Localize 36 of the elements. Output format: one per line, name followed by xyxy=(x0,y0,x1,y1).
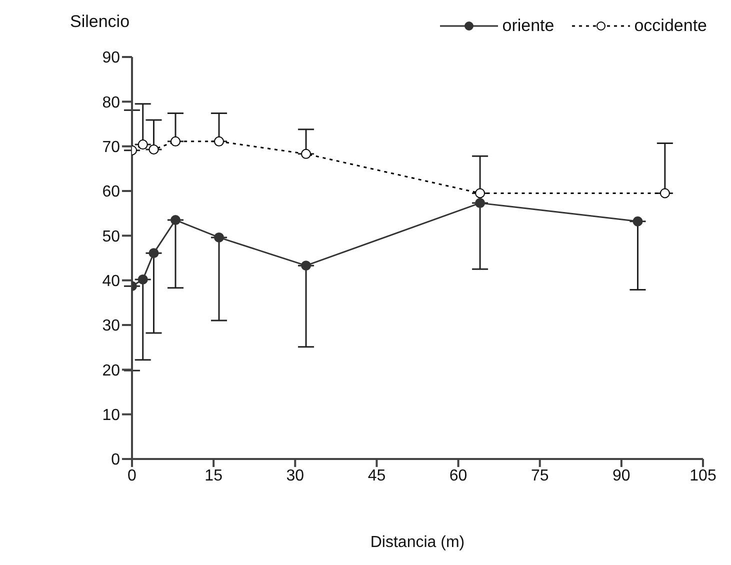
point xyxy=(148,144,159,154)
y-tick-label: 50 xyxy=(102,228,120,246)
x-axis-title: Distancia (m) xyxy=(370,534,465,551)
x-tick-label: 105 xyxy=(690,467,716,484)
x-tick-label: 90 xyxy=(612,467,630,484)
point xyxy=(170,215,181,226)
x-tick-label: 15 xyxy=(204,467,223,484)
x-tick-label: 60 xyxy=(449,467,468,484)
x-tick-label: 75 xyxy=(530,467,549,484)
legend-label: occidente xyxy=(634,16,707,36)
x-tick-label: 45 xyxy=(368,467,386,484)
x-tick-label: 30 xyxy=(286,467,304,484)
point xyxy=(475,198,486,208)
y-tick-label: 40 xyxy=(102,273,120,290)
y-tick-label: 60 xyxy=(102,184,120,201)
y-tick-label: 0 xyxy=(111,452,120,469)
point xyxy=(660,188,670,198)
y-axis-title: Silencio xyxy=(70,12,130,32)
point xyxy=(138,274,148,284)
y-tick-label: 90 xyxy=(102,50,120,67)
y-tick-label: 80 xyxy=(102,94,120,112)
point xyxy=(148,248,159,258)
x-tick-label: 0 xyxy=(128,467,137,484)
point xyxy=(214,232,224,242)
y-tick-label: 10 xyxy=(102,407,120,424)
legend-label: oriente xyxy=(502,16,554,36)
point xyxy=(138,140,148,150)
y-tick-label: 30 xyxy=(102,318,120,335)
point xyxy=(301,260,312,271)
y-tick-label: 20 xyxy=(102,362,120,380)
y-tick-label: 70 xyxy=(102,139,120,156)
point xyxy=(170,136,181,146)
point xyxy=(475,188,486,198)
point xyxy=(301,148,312,159)
point xyxy=(214,136,224,146)
point xyxy=(632,216,643,226)
